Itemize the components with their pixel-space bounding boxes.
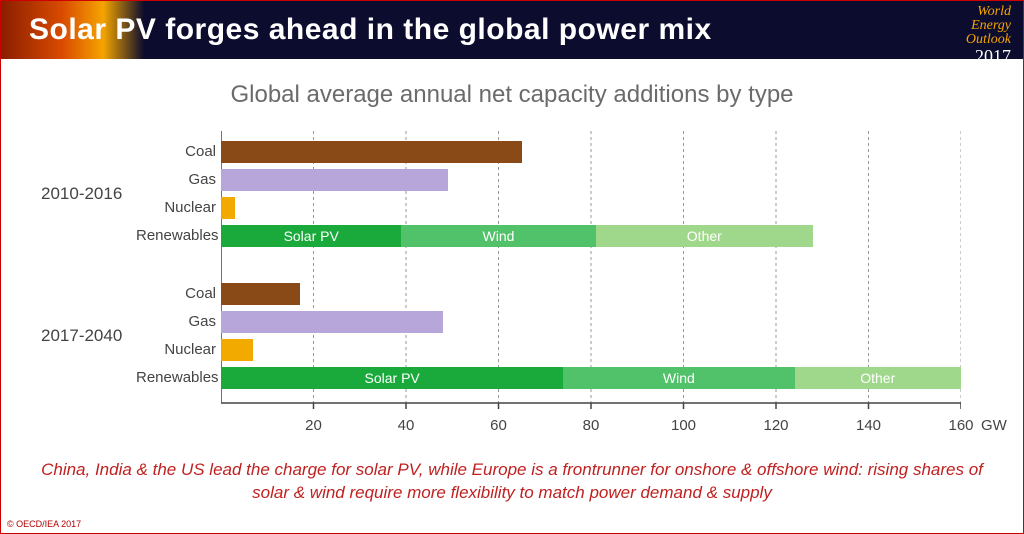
category-label: Gas [136,313,216,330]
bar-row [221,141,961,163]
bar-row [221,169,961,191]
x-tick-label: 120 [763,417,788,434]
bar-segment: Solar PV [221,367,563,389]
segment-label: Solar PV [365,370,420,386]
bar-segment [221,141,522,163]
x-tick-label: 80 [583,417,600,434]
bar-row [221,311,961,333]
bar-segment: Solar PV [221,225,401,247]
bar-row [221,283,961,305]
category-label: Nuclear [136,341,216,358]
bar-row [221,197,961,219]
x-tick-label: 60 [490,417,507,434]
x-tick-label: 160 [948,417,973,434]
segment-label: Solar PV [284,228,339,244]
x-tick-label: 100 [671,417,696,434]
bar-segment: Other [596,225,813,247]
segment-label: Other [687,228,722,244]
bar-segment [221,311,443,333]
title-bar: Solar PV forges ahead in the global powe… [1,1,1023,59]
bar-segment [221,339,253,361]
bar-row: Solar PV Wind Other [221,367,961,389]
copyright-text: © OECD/IEA 2017 [7,519,81,529]
category-label: Coal [136,285,216,302]
chart-subtitle: Global average annual net capacity addit… [1,81,1023,109]
bar-row [221,339,961,361]
capacity-chart: 20406080100120140160GW 2010-2016CoalGasN… [21,131,1001,441]
slide-title: Solar PV forges ahead in the global powe… [29,13,712,47]
segment-label: Wind [483,228,515,244]
category-label: Gas [136,171,216,188]
bar-segment [221,169,448,191]
chart-caption: China, India & the US lead the charge fo… [31,459,993,505]
category-label: Coal [136,143,216,160]
x-axis-labels: 20406080100120140160GW [221,417,961,437]
segment-label: Other [860,370,895,386]
bar-segment: Wind [401,225,595,247]
x-axis-unit: GW [981,417,1007,434]
weo-logo: World Energy Outlook 2017 [966,5,1011,65]
x-tick-label: 20 [305,417,322,434]
segment-label: Wind [663,370,695,386]
category-label: Renewables [136,227,216,244]
bar-segment [221,283,300,305]
bar-segment [221,197,235,219]
bar-segment: Wind [563,367,794,389]
category-label: Nuclear [136,199,216,216]
period-label: 2017-2040 [41,326,131,346]
x-tick-label: 140 [856,417,881,434]
period-label: 2010-2016 [41,184,131,204]
x-tick-label: 40 [398,417,415,434]
bar-segment: Other [795,367,962,389]
slide: Solar PV forges ahead in the global powe… [0,0,1024,534]
bar-row: Solar PV Wind Other [221,225,961,247]
category-label: Renewables [136,369,216,386]
